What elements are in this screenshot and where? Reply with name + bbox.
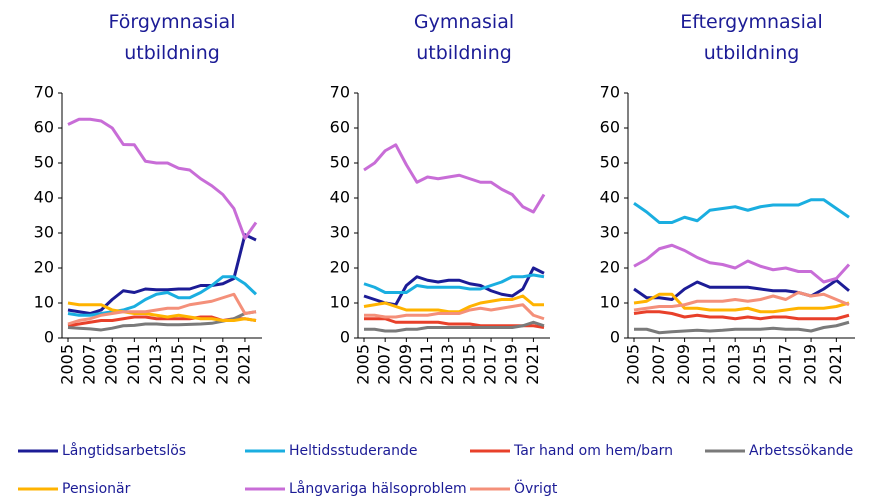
x-tick-label: 2005 [354, 344, 373, 385]
series-line [67, 292, 257, 326]
y-tick-label: 0 [44, 328, 54, 347]
x-tick-label: 2007 [80, 344, 99, 385]
series-line [633, 198, 850, 224]
y-tick-label: 10 [34, 293, 54, 312]
x-tick-label: 2019 [801, 344, 820, 385]
x-tick-label: 2005 [58, 344, 77, 385]
x-tick-label: 2009 [396, 344, 415, 385]
x-tick-label: 2021 [234, 344, 253, 385]
series-line [364, 303, 545, 321]
y-tick-label: 50 [600, 153, 620, 172]
y-tick-label: 70 [34, 83, 54, 102]
y-tick-label: 20 [34, 258, 54, 277]
title-line: utbildning [416, 42, 512, 64]
x-tick-label: 2021 [523, 344, 542, 385]
x-tick-label: 2021 [826, 344, 845, 385]
title-line: Gymnasial [414, 11, 514, 33]
legend-label: Långtidsarbetslös [62, 442, 186, 459]
chart-title: Gymnasial utbildning [414, 11, 514, 64]
y-tick-label: 20 [330, 258, 350, 277]
x-tick-label: 2015 [750, 344, 769, 385]
title-line: Eftergymnasial [680, 11, 823, 33]
x-tick-label: 2013 [438, 344, 457, 385]
y-tick-label: 30 [330, 223, 350, 242]
x-tick-label: 2017 [775, 344, 794, 385]
x-tick-label: 2015 [459, 344, 478, 385]
y-tick-label: 20 [600, 258, 620, 277]
y-tick-label: 30 [600, 223, 620, 242]
y-tick-label: 50 [330, 153, 350, 172]
series-line [67, 275, 258, 317]
legend-label: Heltidsstuderande [289, 443, 417, 459]
title-line: utbildning [124, 42, 220, 64]
y-tick-label: 40 [34, 188, 54, 207]
x-tick-label: 2015 [168, 344, 187, 385]
y-tick-label: 60 [600, 118, 620, 137]
series-line [67, 233, 257, 315]
x-tick-label: 2005 [624, 344, 643, 385]
series-line [363, 143, 546, 214]
y-tick-label: 40 [600, 188, 620, 207]
series-line [363, 273, 545, 294]
legend-label: Övrigt [514, 479, 558, 497]
series-line [633, 310, 850, 321]
x-tick-label: 2017 [481, 344, 500, 385]
x-tick-label: 2011 [417, 344, 436, 385]
chart-title: Förgymnasial utbildning [109, 11, 236, 64]
x-tick-label: 2007 [375, 344, 394, 385]
series-line [363, 294, 544, 314]
legend-label: Långvariga hälsoproblem [289, 480, 467, 497]
title-line: Förgymnasial [109, 11, 236, 33]
y-tick-label: 70 [600, 83, 620, 102]
y-tick-label: 0 [610, 328, 620, 347]
legend-label: Tar hand om hem/barn [513, 443, 673, 459]
x-tick-label: 2009 [674, 344, 693, 385]
legend-label: Pensionär [62, 481, 131, 497]
y-tick-label: 50 [34, 153, 54, 172]
y-tick-label: 10 [330, 293, 350, 312]
series-line [67, 301, 257, 322]
series-line [364, 320, 545, 333]
x-tick-label: 2017 [190, 344, 209, 385]
series-line [633, 292, 850, 314]
series-line [67, 117, 258, 240]
y-tick-label: 40 [330, 188, 350, 207]
x-tick-label: 2019 [212, 344, 231, 385]
y-tick-label: 10 [600, 293, 620, 312]
series-line [633, 291, 850, 312]
x-tick-label: 2013 [146, 344, 165, 385]
x-tick-label: 2007 [649, 344, 668, 385]
y-tick-label: 70 [330, 83, 350, 102]
title-line: utbildning [704, 42, 800, 64]
x-tick-label: 2013 [725, 344, 744, 385]
chart-title: Eftergymnasial utbildning [680, 11, 823, 64]
series-line [633, 243, 851, 284]
y-tick-label: 60 [330, 118, 350, 137]
legend-label: Arbetssökande [749, 443, 853, 459]
y-tick-label: 0 [340, 328, 350, 347]
x-tick-label: 2019 [502, 344, 521, 385]
y-tick-label: 60 [34, 118, 54, 137]
x-tick-label: 2011 [124, 344, 143, 385]
y-tick-label: 30 [34, 223, 54, 242]
x-tick-label: 2011 [699, 344, 718, 385]
x-tick-label: 2009 [102, 344, 121, 385]
series-line [634, 320, 850, 335]
